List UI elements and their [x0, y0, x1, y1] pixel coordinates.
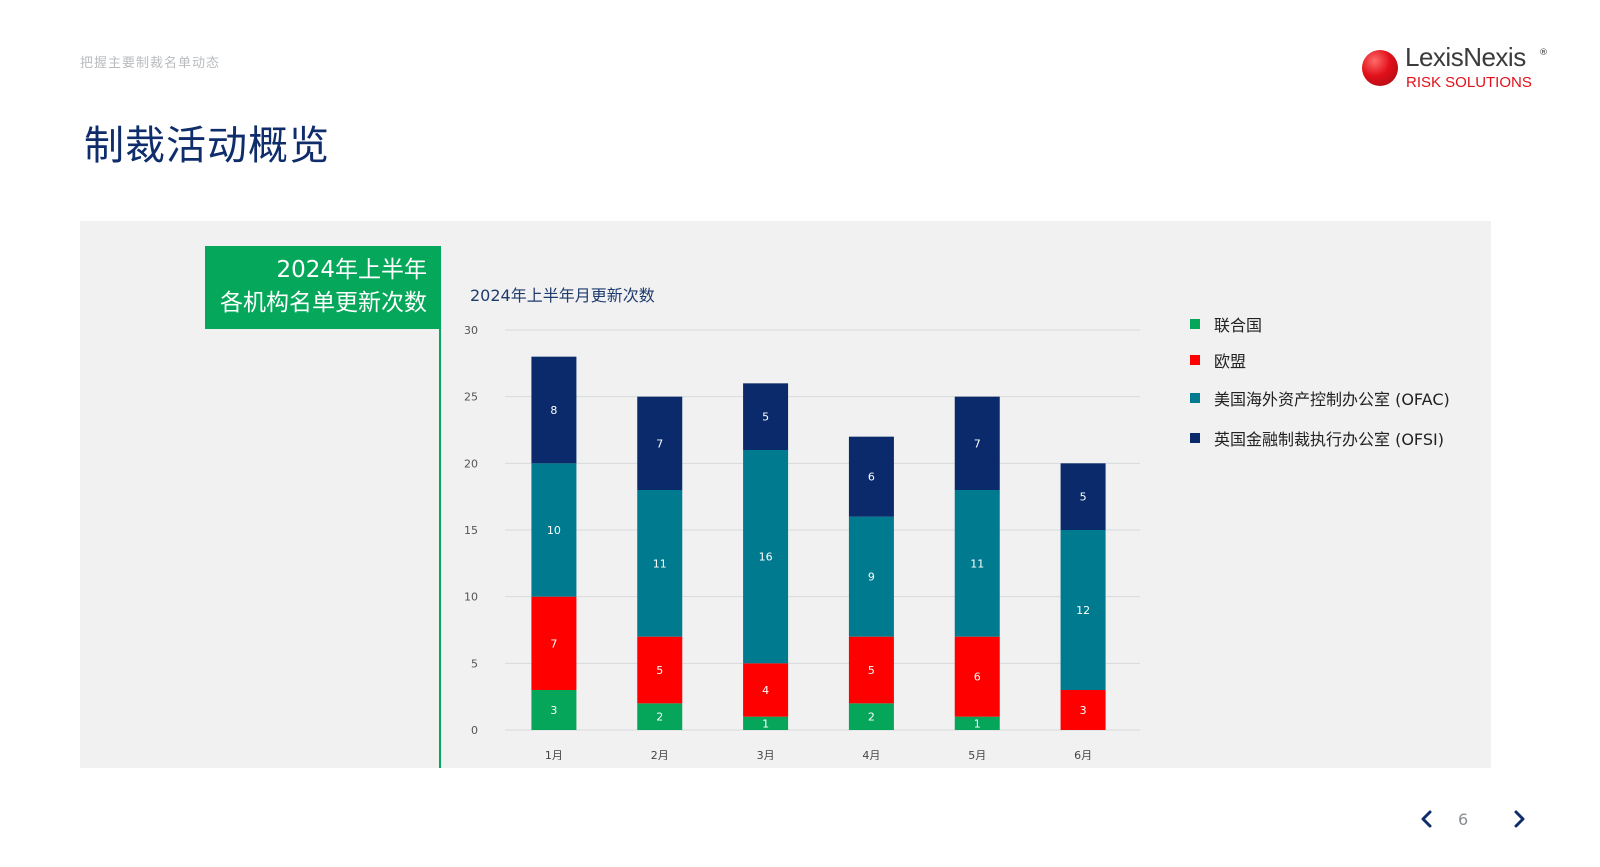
x-tick-label: 5月 — [968, 749, 986, 760]
logo-ball-icon — [1362, 50, 1398, 86]
previous-page-button[interactable] — [1416, 808, 1438, 830]
data-label: 3 — [1080, 704, 1087, 717]
bar-segment — [743, 450, 789, 664]
x-tick-label: 1月 — [545, 749, 563, 760]
bar-segment — [531, 690, 577, 730]
data-label: 5 — [656, 664, 663, 677]
x-tick-label: 2月 — [651, 749, 669, 760]
data-label: 7 — [550, 637, 557, 650]
data-label: 8 — [550, 404, 557, 417]
bar-segment — [1060, 690, 1106, 730]
section-label-line2: 各机构名单更新次数 — [220, 290, 427, 316]
breadcrumb: 把握主要制裁名单动态 — [80, 56, 221, 71]
bar-segment — [531, 463, 577, 597]
legend-swatch — [1190, 393, 1200, 403]
data-label: 2 — [656, 711, 663, 724]
data-label: 7 — [974, 437, 981, 450]
bar-segment — [1060, 463, 1106, 530]
bar-segment — [954, 490, 1000, 637]
bar-segment — [848, 436, 894, 517]
bar-segment — [531, 596, 577, 690]
data-label: 10 — [547, 524, 561, 537]
bar-segment — [848, 636, 894, 704]
data-label: 4 — [762, 684, 769, 697]
bar-segment — [954, 396, 1000, 490]
data-label: 12 — [1076, 604, 1090, 617]
legend-label: 欧盟 — [1214, 352, 1247, 371]
y-tick-label: 25 — [464, 391, 478, 404]
legend-item: 美国海外资产控制办公室 (OFAC) — [1190, 386, 1450, 410]
data-label: 11 — [653, 557, 667, 570]
x-tick-label: 6月 — [1074, 749, 1092, 760]
stacked-bar-chart: 051015202530371081月251172月141653月25964月1… — [464, 324, 1140, 760]
legend-item: 英国金融制裁执行办公室 (OFSI) — [1190, 426, 1444, 450]
bar-segment — [743, 716, 789, 730]
chart-title: 2024年上半年月更新次数 — [470, 286, 655, 305]
data-label: 7 — [656, 437, 663, 450]
legend-label: 美国海外资产控制办公室 (OFAC) — [1214, 390, 1450, 409]
data-label: 16 — [759, 551, 773, 564]
data-label: 6 — [868, 471, 875, 484]
legend-swatch — [1190, 355, 1200, 365]
bar-segment — [637, 636, 683, 704]
bar-segment — [637, 396, 683, 490]
y-tick-label: 15 — [464, 524, 478, 537]
bar-segment — [848, 516, 894, 637]
data-label: 1 — [974, 717, 981, 730]
logo-name: LexisNexis — [1405, 42, 1526, 72]
logo-subtitle: RISK SOLUTIONS — [1406, 74, 1532, 91]
legend-swatch — [1190, 433, 1200, 443]
data-label: 5 — [868, 664, 875, 677]
logo-registered-mark: ® — [1539, 48, 1548, 58]
bar-segment — [743, 383, 789, 450]
data-label: 9 — [868, 571, 875, 584]
bar-segment — [954, 716, 1000, 730]
page-number: 6 — [1458, 810, 1469, 829]
data-label: 5 — [1080, 491, 1087, 504]
y-tick-label: 5 — [471, 657, 478, 670]
legend-item: 欧盟 — [1190, 348, 1246, 372]
legend-swatch — [1190, 319, 1200, 329]
bar-segment — [637, 703, 683, 730]
section-label: 2024年上半年 各机构名单更新次数 — [205, 246, 441, 329]
y-tick-label: 20 — [464, 457, 478, 470]
section-label-line1: 2024年上半年 — [276, 257, 427, 283]
y-tick-label: 10 — [464, 591, 478, 604]
bar-segment — [743, 663, 789, 717]
legend-label: 联合国 — [1214, 316, 1263, 335]
next-page-button[interactable] — [1508, 808, 1530, 830]
x-tick-label: 4月 — [862, 749, 880, 760]
bar-segment — [531, 356, 577, 464]
legend-item: 联合国 — [1190, 312, 1262, 336]
lexisnexis-logo: LexisNexis ® RISK SOLUTIONS — [1362, 42, 1552, 92]
data-label: 3 — [550, 704, 557, 717]
y-tick-label: 30 — [464, 324, 478, 337]
legend-label: 英国金融制裁执行办公室 (OFSI) — [1214, 430, 1444, 449]
data-label: 6 — [974, 671, 981, 684]
data-label: 1 — [762, 717, 769, 730]
data-label: 5 — [762, 411, 769, 424]
data-label: 2 — [868, 711, 875, 724]
page-title: 制裁活动概览 — [84, 123, 330, 169]
bar-segment — [637, 490, 683, 637]
section-divider — [439, 246, 441, 768]
data-label: 11 — [970, 557, 984, 570]
bar-segment — [954, 636, 1000, 717]
bar-segment — [848, 703, 894, 730]
x-tick-label: 3月 — [757, 749, 775, 760]
bar-segment — [1060, 530, 1106, 690]
y-tick-label: 0 — [471, 724, 478, 737]
